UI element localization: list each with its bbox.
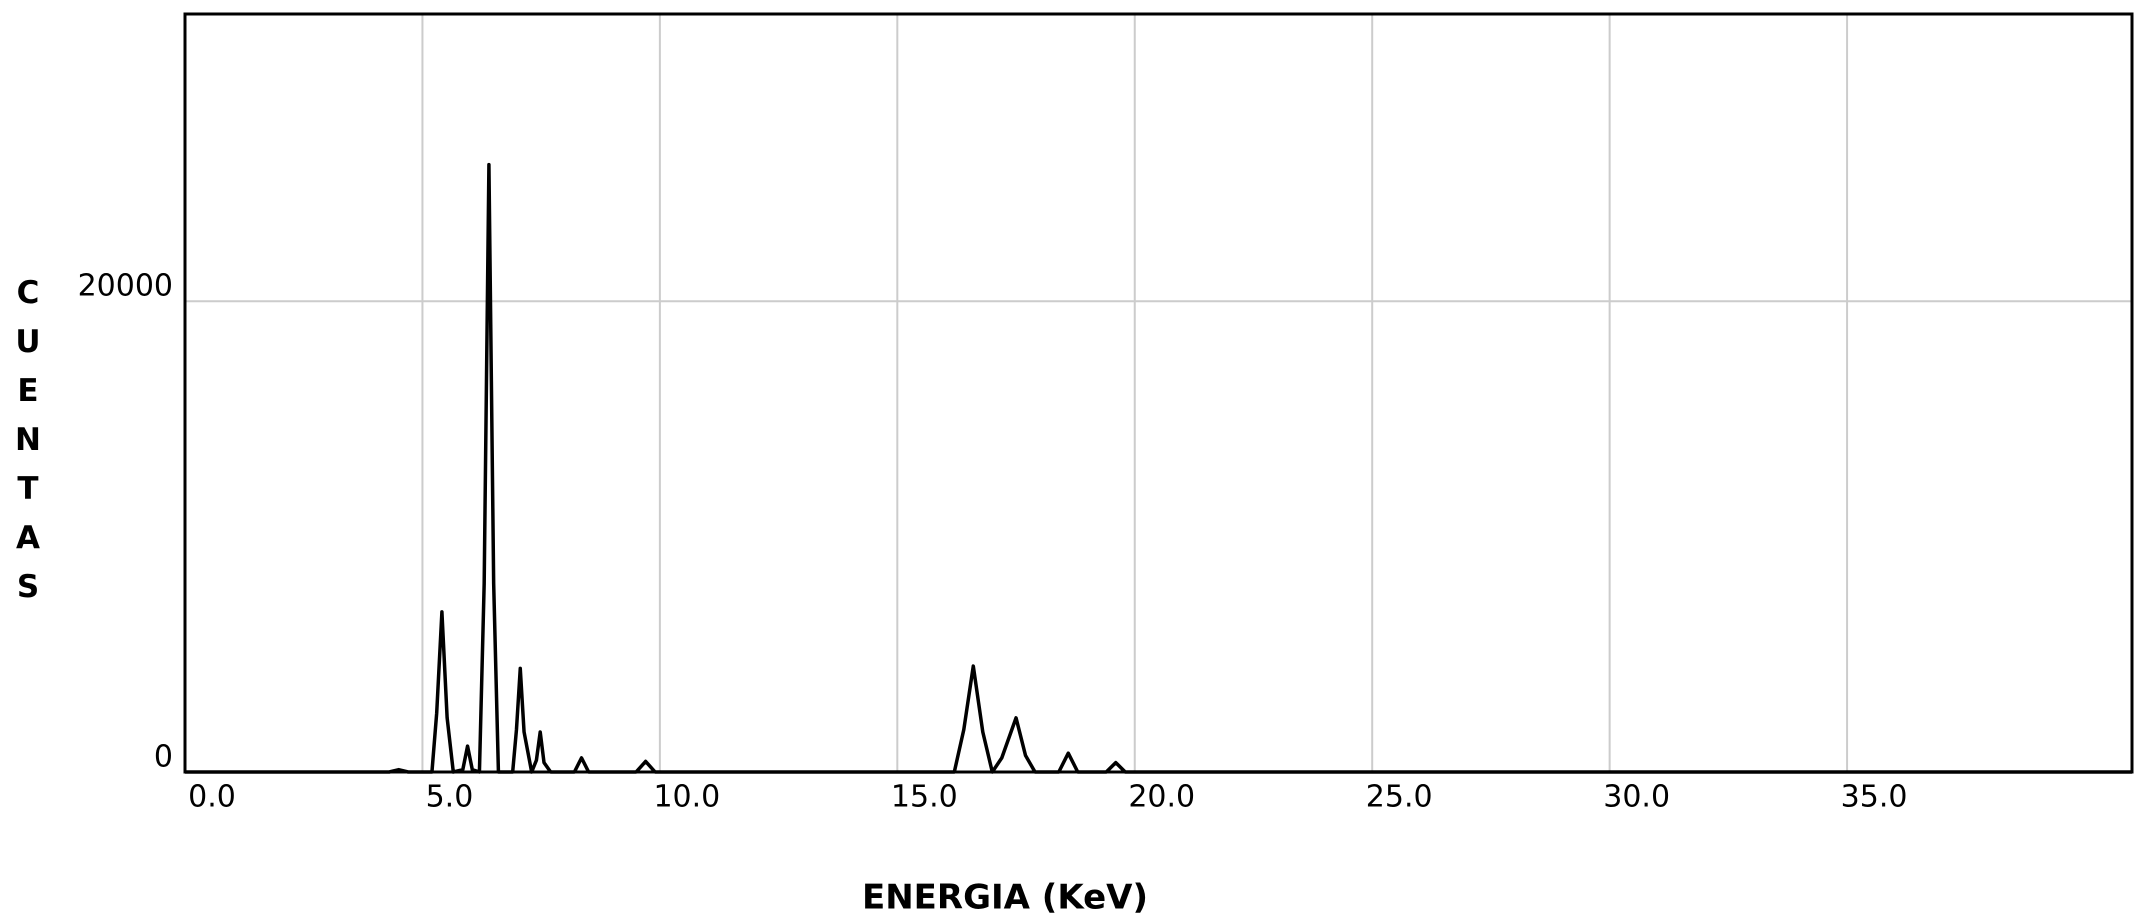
x-tick-label: 0.0 [188,780,236,815]
x-tick-label: 15.0 [891,780,958,815]
y-axis-title: CUENTAS [10,275,46,618]
plot-frame [183,12,2134,774]
x-tick-label: 5.0 [426,780,474,815]
x-tick-label: 30.0 [1603,780,1670,815]
x-tick-label: 35.0 [1841,780,1908,815]
x-tick-label: 20.0 [1128,780,1195,815]
x-tick-label: 25.0 [1366,780,1433,815]
x-axis-title: ENERGIA (KeV) [862,878,1148,918]
y-tick-label: 0 [154,740,173,775]
plot-area [185,14,2132,772]
x-tick-label: 10.0 [653,780,720,815]
y-tick-label: 20000 [78,269,173,304]
